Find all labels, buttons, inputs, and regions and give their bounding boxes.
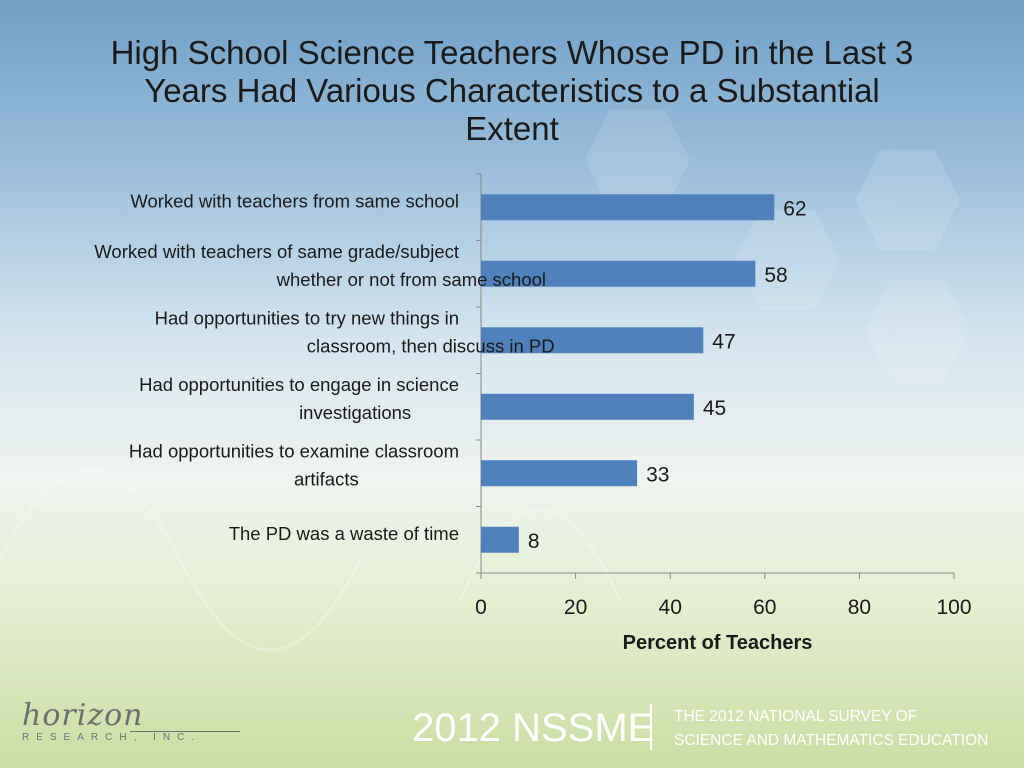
title-line-2: Years Had Various Characteristics to a S… xyxy=(144,72,880,109)
category-label-line: Had opportunities to engage in science xyxy=(139,374,459,395)
data-label: 62 xyxy=(783,197,806,220)
logo-underline xyxy=(130,731,240,732)
category-label-line: artifacts xyxy=(294,468,359,489)
x-tick-label: 80 xyxy=(848,596,871,619)
data-label: 8 xyxy=(528,530,540,553)
x-tick-label: 20 xyxy=(564,596,587,619)
category-label-line: Had opportunities to try new things in xyxy=(155,307,459,328)
category-label: Had opportunities to examine classroom ar… xyxy=(129,440,459,489)
category-label: Had opportunities to try new things in cl… xyxy=(155,307,555,356)
bar xyxy=(481,194,775,221)
title-line-3: Extent xyxy=(465,110,559,147)
x-tick-label: 0 xyxy=(475,596,487,619)
category-label: Worked with teachers of same grade/subje… xyxy=(94,241,546,290)
logo-tagline: RESEARCH, INC. xyxy=(22,732,202,743)
category-label-line: investigations xyxy=(299,402,411,423)
category-label: The PD was a waste of time xyxy=(229,523,459,544)
footer-subtitle-line-2: SCIENCE AND MATHEMATICS EDUCATION xyxy=(674,732,989,749)
bar xyxy=(481,460,638,487)
bar xyxy=(481,393,694,420)
bar xyxy=(481,526,519,553)
footer-subtitle: THE 2012 NATIONAL SURVEY OF SCIENCE AND … xyxy=(674,705,988,753)
logo-wordmark: horizon xyxy=(22,698,144,733)
footer-subtitle-line-1: THE 2012 NATIONAL SURVEY OF xyxy=(674,708,918,725)
data-label: 47 xyxy=(712,330,735,353)
category-label-line: The PD was a waste of time xyxy=(229,523,459,544)
data-label: 33 xyxy=(646,463,669,486)
category-label-line: whether or not from same school xyxy=(276,269,546,290)
category-label: Had opportunities to engage in science in… xyxy=(139,374,459,423)
title-line-1: High School Science Teachers Whose PD in… xyxy=(110,34,914,71)
x-axis-label: Percent of Teachers xyxy=(623,632,813,654)
data-label: 58 xyxy=(764,264,787,287)
footer-brand: 2012 NSSME xyxy=(412,706,655,750)
horizon-logo: horizon RESEARCH, INC. xyxy=(20,698,250,758)
chart-title: High School Science Teachers Whose PD in… xyxy=(60,34,964,148)
footer-divider xyxy=(650,704,652,750)
x-tick-label: 100 xyxy=(936,596,971,619)
data-label: 45 xyxy=(703,397,726,420)
bar xyxy=(481,327,704,354)
category-label-line: classroom, then discuss in PD xyxy=(307,335,555,356)
bar xyxy=(481,260,756,287)
x-tick-label: 60 xyxy=(753,596,776,619)
category-label-line: Had opportunities to examine classroom xyxy=(129,440,459,461)
category-label-line: Worked with teachers from same school xyxy=(130,190,459,211)
category-label-line: Worked with teachers of same grade/subje… xyxy=(94,241,459,262)
category-label: Worked with teachers from same school xyxy=(130,190,459,211)
x-tick-label: 40 xyxy=(659,596,682,619)
